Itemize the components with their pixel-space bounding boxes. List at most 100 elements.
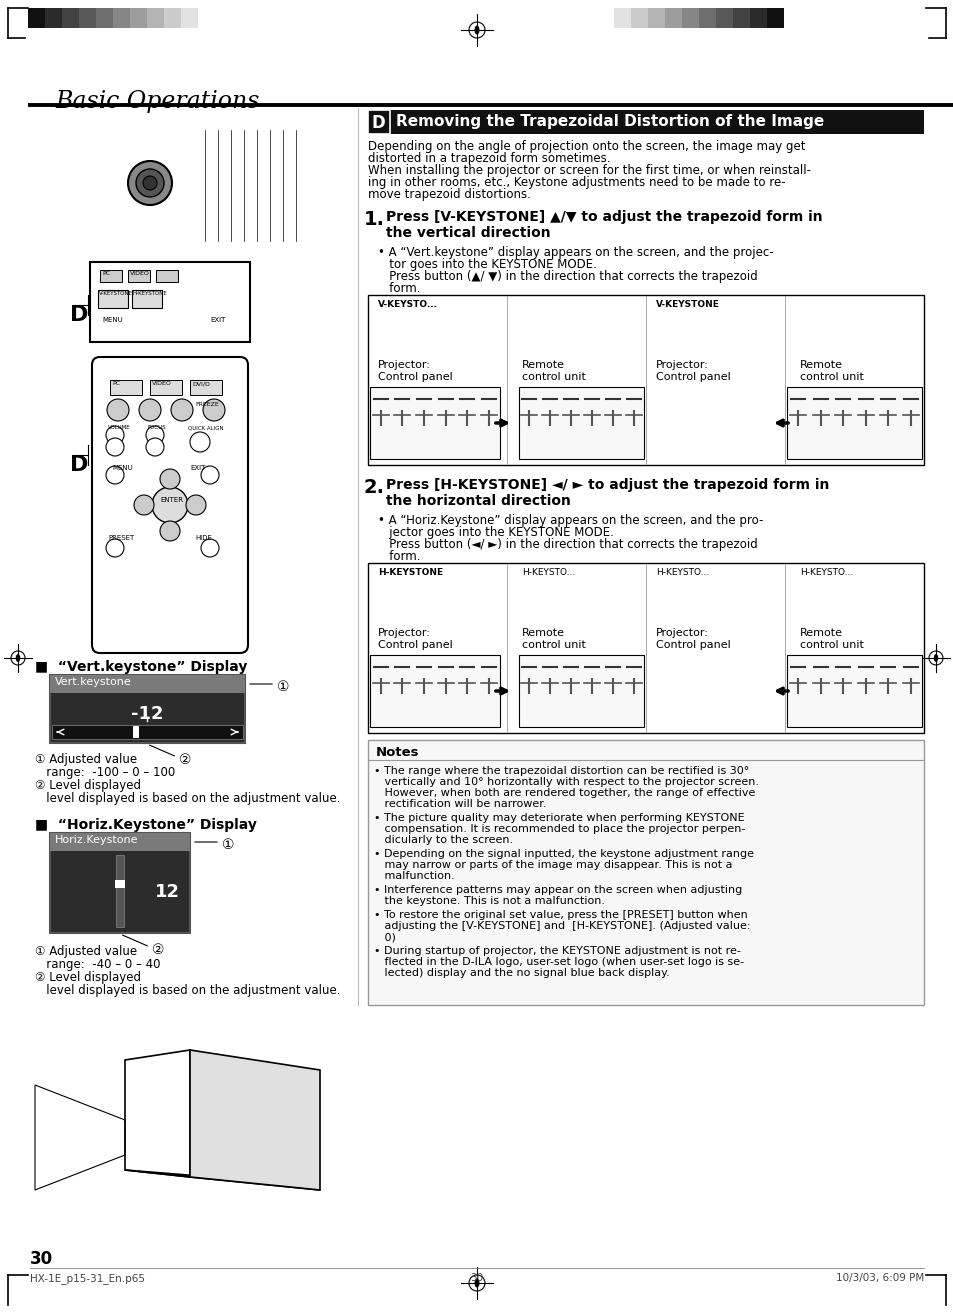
Bar [50, 832, 190, 851]
Text: control unit: control unit [800, 372, 863, 382]
Text: FREEZE: FREEZE [194, 402, 218, 407]
Bar [181, 8, 198, 28]
Text: 12: 12 [154, 884, 180, 901]
Circle shape [482, 399, 495, 411]
Circle shape [106, 439, 124, 456]
Circle shape [461, 667, 473, 679]
Text: Remote: Remote [521, 360, 564, 370]
Text: • Depending on the signal inputted, the keystone adjustment range: • Depending on the signal inputted, the … [374, 850, 753, 859]
Circle shape [627, 399, 639, 411]
Bar [50, 675, 245, 693]
Circle shape [523, 667, 535, 679]
Polygon shape [225, 710, 243, 725]
Text: Depending on the angle of projection onto the screen, the image may get: Depending on the angle of projection ont… [368, 140, 804, 154]
Text: lected) display and the no signal blue back display.: lected) display and the no signal blue b… [374, 968, 669, 978]
Text: V-KEYSTONE: V-KEYSTONE [99, 291, 132, 295]
Bar [50, 675, 245, 743]
Circle shape [564, 667, 577, 679]
Bar [716, 8, 732, 28]
Text: VOLUME: VOLUME [108, 425, 131, 429]
Text: Press [V-KEYSTONE] ▲/▼ to adjust the trapezoid form in: Press [V-KEYSTONE] ▲/▼ to adjust the tra… [386, 210, 821, 225]
Text: ②: ② [152, 943, 164, 957]
Bar [518, 387, 643, 460]
Text: vertically and 10° horizontally with respect to the projector screen.: vertically and 10° horizontally with res… [374, 777, 759, 786]
Polygon shape [125, 1050, 190, 1176]
Text: H-KEYSTONE: H-KEYSTONE [132, 291, 168, 295]
Text: Removing the Trapezoidal Distortion of the Image: Removing the Trapezoidal Distortion of t… [395, 114, 823, 129]
Text: ① Adjusted value: ① Adjusted value [35, 945, 137, 958]
Text: distorted in a trapezoid form sometimes.: distorted in a trapezoid form sometimes. [368, 152, 610, 165]
Bar [116, 855, 124, 927]
Text: control unit: control unit [521, 372, 585, 382]
Text: However, when both are rendered together, the range of effective: However, when both are rendered together… [374, 788, 755, 798]
Circle shape [136, 169, 164, 197]
Bar [90, 263, 250, 341]
Circle shape [417, 399, 430, 411]
Bar [368, 110, 923, 134]
Text: 30: 30 [30, 1250, 53, 1268]
Text: MENU: MENU [112, 465, 132, 471]
Text: ①: ① [222, 838, 234, 852]
Circle shape [106, 540, 124, 557]
Text: When installing the projector or screen for the first time, or when reinstall-: When installing the projector or screen … [368, 164, 810, 177]
Bar [110, 379, 142, 395]
Circle shape [211, 274, 227, 290]
Circle shape [627, 667, 639, 679]
Bar [128, 270, 150, 282]
Circle shape [190, 432, 210, 452]
Bar [52, 725, 243, 739]
Polygon shape [190, 1050, 319, 1190]
Bar [96, 8, 112, 28]
Bar [368, 110, 390, 134]
Circle shape [903, 399, 916, 411]
Text: the keystone. This is not a malfunction.: the keystone. This is not a malfunction. [374, 895, 604, 906]
Polygon shape [125, 1170, 319, 1190]
Text: move trapezoid distortions.: move trapezoid distortions. [368, 188, 530, 201]
Bar [368, 563, 923, 733]
Text: control unit: control unit [521, 639, 585, 650]
Bar [749, 8, 766, 28]
Circle shape [171, 399, 193, 421]
Bar [132, 290, 162, 309]
Text: Projector:: Projector: [377, 628, 431, 638]
Text: level displayed is based on the adjustment value.: level displayed is based on the adjustme… [35, 983, 340, 997]
Circle shape [837, 667, 848, 679]
Text: 0): 0) [374, 932, 395, 941]
Polygon shape [52, 710, 70, 725]
Circle shape [106, 425, 124, 444]
Text: VIDEO: VIDEO [152, 381, 172, 386]
Bar [150, 379, 182, 395]
Text: V-KEYSTO...: V-KEYSTO... [377, 299, 437, 309]
Text: the horizontal direction: the horizontal direction [386, 494, 570, 508]
Text: dicularly to the screen.: dicularly to the screen. [374, 835, 513, 846]
Bar [190, 379, 222, 395]
Text: H-KEYSTO...: H-KEYSTO... [521, 569, 575, 576]
Bar [164, 8, 181, 28]
Bar [786, 655, 921, 727]
Bar [630, 8, 647, 28]
Text: malfunction.: malfunction. [374, 871, 455, 881]
Bar [79, 8, 96, 28]
Text: V-KEYSTONE: V-KEYSTONE [656, 299, 720, 309]
Circle shape [186, 495, 206, 515]
Text: form.: form. [377, 550, 420, 563]
Text: Press button (▲/ ▼) in the direction that corrects the trapezoid: Press button (▲/ ▼) in the direction tha… [377, 270, 757, 284]
Circle shape [417, 667, 430, 679]
Text: Projector:: Projector: [656, 360, 708, 370]
Text: Basic Operations: Basic Operations [55, 91, 259, 113]
Bar [62, 8, 79, 28]
Circle shape [606, 667, 618, 679]
Text: HIDE: HIDE [194, 534, 212, 541]
Text: H-KEYSTO...: H-KEYSTO... [800, 569, 852, 576]
Bar [100, 270, 122, 282]
Text: 30: 30 [470, 1274, 483, 1283]
Text: ENTER: ENTER [160, 498, 183, 503]
Circle shape [375, 667, 386, 679]
Bar [132, 726, 139, 738]
FancyBboxPatch shape [91, 357, 248, 653]
Bar [681, 8, 699, 28]
Text: • Interference patterns may appear on the screen when adjusting: • Interference patterns may appear on th… [374, 885, 741, 895]
Circle shape [133, 495, 153, 515]
Text: MENU: MENU [102, 316, 123, 323]
Bar [664, 8, 681, 28]
